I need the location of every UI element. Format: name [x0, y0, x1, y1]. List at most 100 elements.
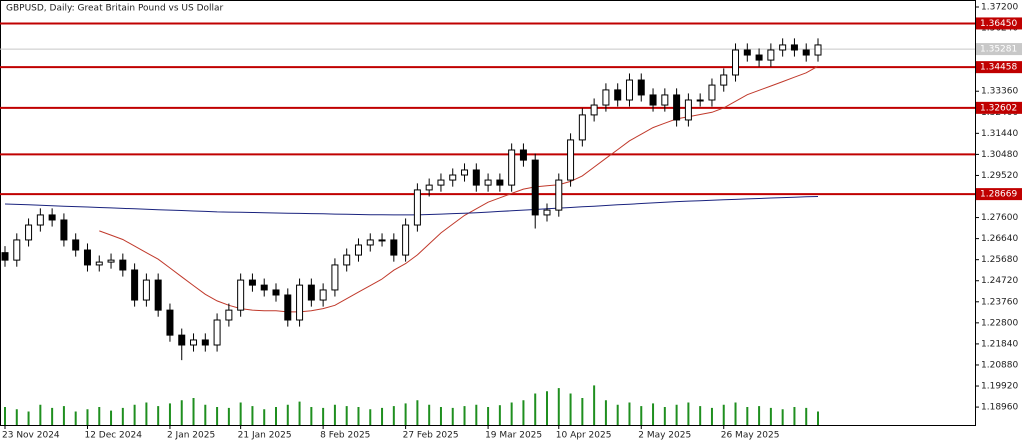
- candle-body: [1, 252, 9, 261]
- level-label: 1.32602: [980, 103, 1017, 113]
- volume-bar: [333, 404, 336, 425]
- moving-average: [99, 65, 819, 313]
- candle-body: [531, 159, 539, 216]
- plot-frame: [0, 0, 976, 426]
- volume-bar: [392, 406, 395, 425]
- candle-body: [555, 179, 563, 211]
- candle-body: [225, 309, 233, 321]
- volume-bar: [769, 407, 772, 425]
- candle-body: [390, 239, 398, 256]
- candle-body: [95, 261, 103, 266]
- candle-body: [60, 219, 68, 241]
- volume-bar: [239, 402, 242, 425]
- candle-body: [814, 44, 822, 56]
- volume-bar: [758, 406, 761, 425]
- candle-body: [437, 179, 445, 186]
- candle-body: [519, 149, 527, 161]
- candle-body: [625, 79, 633, 101]
- x-tick-label: 26 May 2025: [721, 431, 780, 441]
- level-label-box: [976, 188, 1022, 201]
- y-tick-label: 1.21840: [981, 339, 1018, 349]
- candle-body: [354, 244, 362, 256]
- volume-bar: [663, 407, 666, 425]
- candle-body: [213, 319, 221, 346]
- volume-bar: [428, 404, 431, 425]
- candle-body: [567, 139, 575, 181]
- volume-bar: [369, 409, 372, 425]
- candle-body: [472, 169, 480, 186]
- candle-body: [790, 44, 798, 51]
- level-label: 1.36450: [980, 19, 1017, 29]
- volume-bar: [86, 409, 89, 425]
- volume-bar: [416, 400, 419, 425]
- candle-body: [732, 49, 740, 76]
- volume-bar: [145, 402, 148, 425]
- volume-bar: [345, 406, 348, 425]
- candle-body: [190, 339, 198, 346]
- y-tick-label: 1.25680: [981, 255, 1018, 265]
- x-tick-label: 23 Nov 2024: [2, 431, 60, 441]
- candle-body: [602, 89, 610, 106]
- volume-bar: [62, 406, 65, 425]
- candle-body: [649, 94, 657, 106]
- candle-body: [413, 189, 421, 226]
- volume-bar: [569, 393, 572, 425]
- volume-bar: [675, 404, 678, 425]
- volume-bar: [534, 393, 537, 425]
- volume-bar: [487, 407, 490, 425]
- candle-body: [83, 249, 91, 266]
- volume-bar: [616, 404, 619, 425]
- candle-body: [484, 179, 492, 186]
- candle-body: [119, 259, 127, 271]
- y-tick-label: 1.24720: [981, 276, 1018, 286]
- candle-body: [755, 54, 763, 61]
- volume-bar: [157, 406, 160, 425]
- volume-bar: [522, 400, 525, 425]
- volume-bar: [310, 407, 313, 425]
- candle-body: [661, 94, 669, 106]
- volume-bar: [640, 406, 643, 425]
- volume-bar: [110, 410, 113, 425]
- candle-body: [307, 284, 315, 301]
- candle-body: [25, 224, 33, 241]
- volume-bar: [286, 404, 289, 425]
- volume-bar: [581, 398, 584, 425]
- y-tick-label: 1.20880: [981, 360, 1018, 370]
- candle-body: [178, 334, 186, 346]
- y-tick-label: 1.27600: [981, 213, 1018, 223]
- volume-bar: [593, 385, 596, 425]
- y-tick-label: 1.37200: [981, 2, 1018, 12]
- candle-body: [743, 49, 751, 56]
- level-label-box: [976, 101, 1022, 114]
- volume-bar: [121, 407, 124, 425]
- candle-body: [260, 284, 268, 291]
- y-tick-label: 1.31440: [981, 129, 1018, 139]
- volume-bar: [817, 411, 819, 425]
- volume-bar: [699, 406, 702, 425]
- x-tick-label: 2 May 2025: [638, 431, 691, 441]
- volume-bar: [710, 407, 713, 425]
- candle-body: [425, 184, 433, 191]
- volume-bar: [404, 403, 407, 425]
- volume-bar: [793, 407, 796, 425]
- candle-body: [154, 279, 162, 311]
- volume-bar: [805, 407, 808, 425]
- candle-body: [614, 89, 622, 101]
- candle-body: [36, 214, 44, 226]
- volume-bar: [439, 407, 442, 425]
- candle-body: [284, 294, 292, 321]
- candle-body: [72, 239, 80, 251]
- y-tick-label: 1.23760: [981, 297, 1018, 307]
- y-tick-label: 1.19920: [981, 382, 1018, 392]
- volume-bar: [51, 407, 54, 425]
- volume-bar: [722, 404, 725, 425]
- volume-bar: [216, 407, 219, 425]
- candle-body: [201, 339, 209, 346]
- x-tick-label: 27 Feb 2025: [403, 431, 459, 441]
- candle-body: [107, 259, 115, 263]
- volume-bar: [98, 407, 101, 425]
- volume-bar: [322, 407, 325, 425]
- candle-body: [779, 44, 787, 51]
- candle-body: [248, 279, 256, 286]
- candle-body: [402, 224, 410, 256]
